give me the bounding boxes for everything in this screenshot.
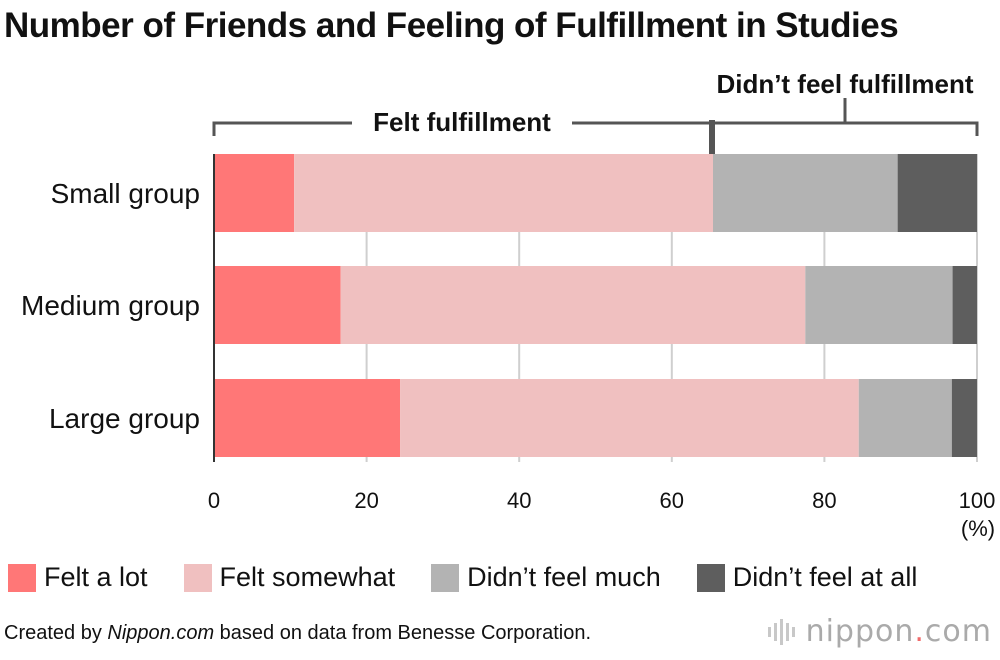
bars <box>214 154 977 457</box>
stacked-bar-chart: Felt fulfillment Didn’t feel fulfillment… <box>21 69 995 541</box>
legend-label: Felt a lot <box>44 562 148 592</box>
unit-label: (%) <box>961 516 995 541</box>
bar-segment <box>214 266 341 344</box>
x-tick-label: 0 <box>208 488 220 513</box>
bar-segment <box>294 154 714 232</box>
bar-segment <box>400 379 859 457</box>
legend-item-didnt-feel-much: Didn’t feel much <box>431 562 661 593</box>
logo-dot: . <box>914 614 925 649</box>
legend-label: Didn’t feel much <box>467 562 661 592</box>
bar-segment <box>214 379 401 457</box>
legend-label: Didn’t feel at all <box>732 562 918 592</box>
logo-word: nippon <box>805 614 915 649</box>
x-tick-labels: 0 20 40 60 80 100 <box>208 488 995 513</box>
x-tick-label: 40 <box>507 488 531 513</box>
logo-bars-icon <box>767 618 798 645</box>
source-prefix: Created by <box>4 622 108 644</box>
logo-tld: com <box>924 614 992 649</box>
fulfillment-bracket <box>212 98 979 154</box>
legend-swatch <box>183 563 212 592</box>
x-tick-label: 80 <box>812 488 836 513</box>
bar-segment <box>340 266 806 344</box>
source-note: Created by Nippon.com based on data from… <box>4 622 591 645</box>
x-tick-label: 60 <box>660 488 684 513</box>
category-label: Large group <box>49 403 200 434</box>
x-tick-label: 100 <box>959 488 996 513</box>
x-tick-label: 20 <box>354 488 378 513</box>
source-site: Nippon.com <box>107 622 215 644</box>
bar-segment <box>805 266 953 344</box>
legend-label: Felt somewhat <box>219 562 396 592</box>
bar-segment <box>858 379 952 457</box>
legend-item-felt-somewhat: Felt somewhat <box>183 562 396 593</box>
source-suffix: based on data from Benesse Corporation. <box>214 622 592 644</box>
bar-segment <box>952 266 977 344</box>
nippon-logo: nippon. com <box>767 614 992 649</box>
legend-item-didnt-feel-at-all: Didn’t feel at all <box>696 562 918 593</box>
bar-segment <box>713 154 898 232</box>
category-labels: Small group Medium group Large group <box>21 178 200 434</box>
legend-swatch <box>431 563 460 592</box>
legend-swatch <box>696 563 725 592</box>
bar-segment <box>214 154 295 232</box>
legend-item-felt-a-lot: Felt a lot <box>8 562 148 593</box>
legend: Felt a lot Felt somewhat Didn’t feel muc… <box>8 562 917 593</box>
bar-segment <box>951 379 977 457</box>
bracket-label-bg <box>352 106 572 138</box>
felt-fulfillment-label: Felt fulfillment <box>373 107 551 137</box>
category-label: Small group <box>51 178 200 209</box>
category-label: Medium group <box>21 290 200 321</box>
chart-title: Number of Friends and Feeling of Fulfill… <box>4 6 899 45</box>
didnt-feel-fulfillment-label: Didn’t feel fulfillment <box>716 69 973 99</box>
didnt-feel-fulfillment-bracket-line <box>710 121 979 136</box>
legend-swatch <box>8 563 36 592</box>
bar-segment <box>897 154 977 232</box>
